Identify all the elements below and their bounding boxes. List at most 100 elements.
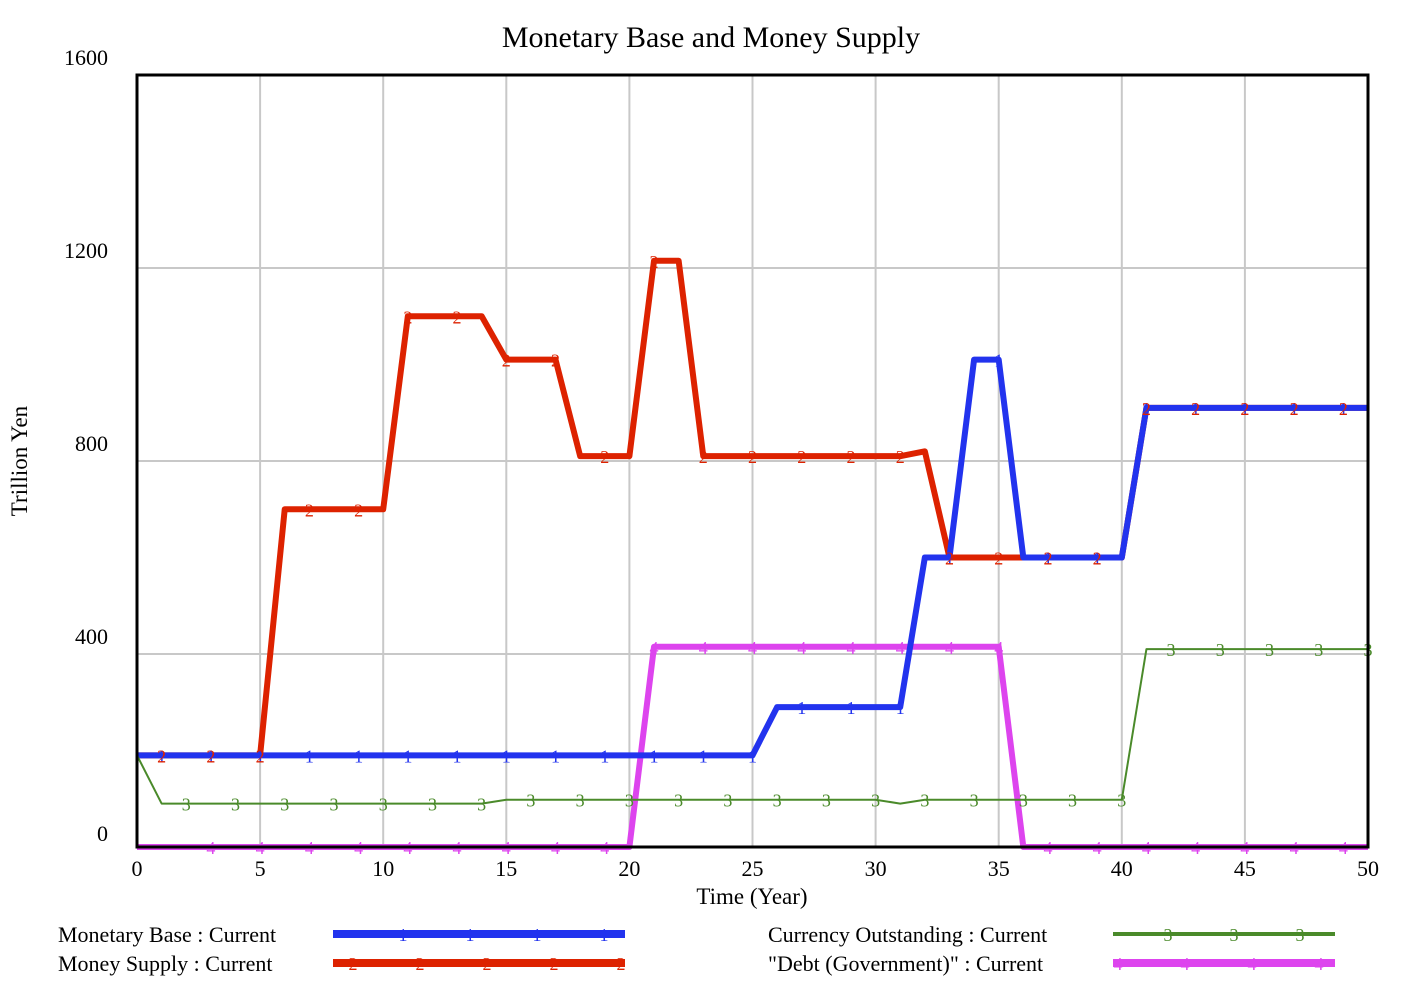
series-marker-1: 1 — [157, 746, 166, 766]
series-marker-1: 1 — [305, 746, 314, 766]
legend-marker-3: 3 — [1164, 925, 1173, 945]
series-marker-1: 1 — [896, 698, 905, 718]
series-marker-1: 1 — [650, 746, 659, 766]
series-marker-2: 2 — [206, 746, 215, 766]
y-tick-label: 1200 — [64, 238, 108, 263]
x-tick-label: 30 — [865, 856, 887, 881]
series-marker-2: 2 — [1240, 399, 1249, 419]
x-tick-label: 20 — [618, 856, 640, 881]
series-marker-3: 3 — [231, 795, 240, 815]
x-tick-labels: 0 5 10 15 20 25 30 35 40 45 50 — [132, 856, 1380, 881]
series-marker-1: 1 — [403, 746, 412, 766]
series-marker-2: 2 — [305, 500, 314, 520]
series-marker-3: 3 — [526, 791, 535, 811]
series-marker-4: 4 — [797, 638, 806, 658]
series-marker-1: 1 — [1043, 549, 1052, 569]
series-marker-4: 4 — [650, 638, 659, 658]
series-marker-1: 1 — [1093, 549, 1102, 569]
y-tick-labels: 0 400 800 1200 1600 — [64, 45, 108, 846]
series-marker-2: 2 — [1142, 399, 1151, 419]
series-marker-3: 3 — [1019, 791, 1028, 811]
legend-marker-1: 1 — [399, 925, 408, 945]
series-marker-2: 2 — [994, 549, 1003, 569]
legend-marker-4: 4 — [1181, 954, 1190, 974]
series-marker-1: 1 — [846, 698, 855, 718]
series-marker-3: 3 — [773, 791, 782, 811]
series-marker-1: 1 — [699, 746, 708, 766]
plot-frame — [135, 73, 1370, 849]
series-marker-2: 2 — [502, 351, 511, 371]
series-marker-2: 2 — [551, 351, 560, 371]
series-marker-3: 3 — [182, 795, 191, 815]
x-tick-label: 0 — [132, 856, 143, 881]
series-marker-2: 2 — [748, 447, 757, 467]
series-marker-1: 1 — [945, 549, 954, 569]
legend-marker-2: 2 — [617, 954, 626, 974]
y-axis-label: Trillion Yen — [7, 405, 32, 516]
series-marker-2: 2 — [453, 307, 462, 327]
series-marker-2: 2 — [354, 500, 363, 520]
series-marker-4: 4 — [846, 638, 855, 658]
legend-label-3: Currency Outstanding : Current — [768, 922, 1047, 947]
legend-marker-4: 4 — [1248, 954, 1257, 974]
series-marker-4: 4 — [699, 638, 708, 658]
x-tick-label: 5 — [255, 856, 266, 881]
series-marker-3: 3 — [871, 791, 880, 811]
x-tick-label: 10 — [372, 856, 394, 881]
x-axis-label: Time (Year) — [696, 884, 807, 909]
series-marker-2: 2 — [600, 447, 609, 467]
legend-label-1: Monetary Base : Current — [58, 922, 276, 947]
legend-label-2: Money Supply : Current — [58, 951, 273, 976]
series-marker-3: 3 — [379, 795, 388, 815]
y-tick-label: 1600 — [64, 45, 108, 70]
series-marker-1: 1 — [502, 746, 511, 766]
x-tick-label: 35 — [988, 856, 1010, 881]
y-tick-label: 800 — [75, 431, 108, 456]
series-marker-4: 4 — [945, 638, 954, 658]
legend-marker-1: 1 — [533, 925, 542, 945]
series-marker-2: 2 — [1191, 399, 1200, 419]
series-marker-3: 3 — [674, 791, 683, 811]
series-marker-3: 3 — [822, 791, 831, 811]
series-marker-4: 4 — [748, 638, 757, 658]
legend-marker-1: 1 — [600, 925, 609, 945]
series-marker-3: 3 — [1167, 640, 1176, 660]
series-marker-1: 1 — [994, 351, 1003, 371]
series-marker-1: 1 — [354, 746, 363, 766]
series-marker-2: 2 — [157, 746, 166, 766]
series-marker-1: 1 — [256, 746, 265, 766]
series-marker-3: 3 — [970, 791, 979, 811]
legend-marker-3: 3 — [1230, 925, 1239, 945]
legend-marker-4: 4 — [1315, 954, 1324, 974]
series-line-3 — [136, 648, 1368, 805]
series-marker-4: 4 — [994, 638, 1003, 658]
series-marker-1: 1 — [1339, 399, 1348, 419]
chart-title: Monetary Base and Money Supply — [502, 21, 920, 54]
series-marker-3: 3 — [1314, 640, 1323, 660]
series-marker-2: 2 — [945, 549, 954, 569]
series-line-1 — [137, 356, 1368, 759]
series-marker-1: 1 — [551, 746, 560, 766]
legend-marker-2: 2 — [416, 954, 425, 974]
legend-marker-1: 1 — [466, 925, 475, 945]
series-marker-2: 2 — [846, 447, 855, 467]
x-tick-label: 50 — [1357, 856, 1379, 881]
series-marker-1: 1 — [1142, 399, 1151, 419]
series-marker-2: 2 — [256, 746, 265, 766]
y-tick-label: 400 — [75, 624, 108, 649]
series-marker-3: 3 — [576, 791, 585, 811]
series-marker-1: 1 — [206, 746, 215, 766]
series-marker-1: 1 — [600, 746, 609, 766]
series-marker-3: 3 — [1265, 640, 1274, 660]
series-marker-3: 3 — [280, 795, 289, 815]
x-tick-label: 40 — [1111, 856, 1133, 881]
legend-marker-3: 3 — [1296, 925, 1305, 945]
series-marker-3: 3 — [920, 791, 929, 811]
series-marker-3: 3 — [1068, 791, 1077, 811]
series-marker-3: 3 — [625, 791, 634, 811]
x-tick-label: 15 — [495, 856, 517, 881]
series-marker-2: 2 — [1093, 549, 1102, 569]
series-marker-4: 4 — [896, 638, 905, 658]
y-tick-label: 0 — [97, 821, 108, 846]
